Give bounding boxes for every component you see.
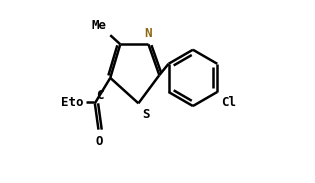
Text: C: C (96, 89, 103, 102)
Text: S: S (142, 108, 150, 121)
Text: Me: Me (92, 18, 107, 32)
Text: Cl: Cl (221, 96, 236, 109)
Text: O: O (96, 135, 103, 148)
Text: N: N (145, 27, 152, 40)
Text: Eto: Eto (61, 96, 84, 109)
